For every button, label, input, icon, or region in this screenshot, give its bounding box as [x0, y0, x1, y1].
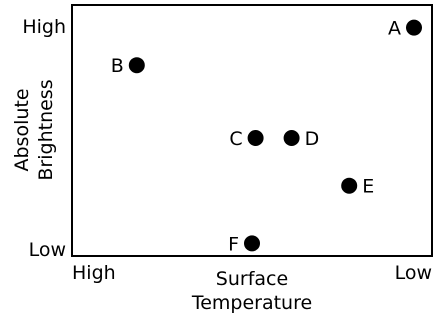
data-point-label-f: F — [228, 233, 239, 255]
data-point-label-e: E — [362, 176, 374, 198]
y-axis-title-line2: Brightness — [35, 79, 57, 180]
data-point-a — [406, 19, 422, 36]
data-point-e — [341, 177, 358, 194]
data-point-d — [283, 130, 300, 146]
x-tick-high: High — [72, 262, 116, 284]
data-point-f — [244, 235, 260, 252]
x-tick-low: Low — [395, 262, 432, 284]
y-tick-high: High — [22, 16, 66, 38]
data-point-label-b: B — [111, 55, 124, 77]
data-points: A B C D E F — [111, 18, 422, 255]
data-point-label-d: D — [305, 128, 320, 150]
data-point-b — [128, 57, 145, 74]
plot-frame — [71, 4, 433, 257]
data-point-label-a: A — [388, 18, 401, 40]
data-point-label-c: C — [229, 128, 242, 150]
data-point-c — [247, 130, 264, 146]
x-axis-title-line1: Surface — [216, 268, 288, 290]
y-axis-title-line1: Absolute — [11, 88, 33, 171]
x-axis-title-line2: Temperature — [191, 292, 312, 314]
y-tick-low: Low — [29, 239, 66, 261]
